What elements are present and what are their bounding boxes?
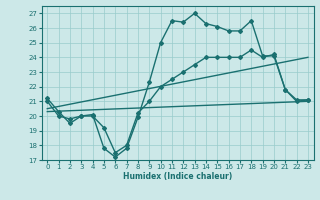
X-axis label: Humidex (Indice chaleur): Humidex (Indice chaleur): [123, 172, 232, 181]
